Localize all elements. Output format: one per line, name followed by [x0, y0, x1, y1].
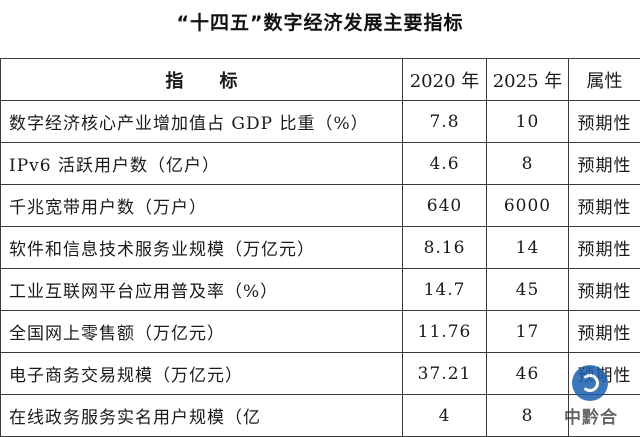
table-row: 电子商务交易规模（万亿元） 37.21 46 预期性: [1, 353, 640, 395]
value-2020: 8.16: [403, 227, 487, 269]
indicator-name: 千兆宽带用户数（万户）: [1, 185, 403, 227]
attribute: 预期性: [569, 311, 640, 353]
value-2020: 7.8: [403, 101, 487, 143]
attribute: 预期性: [569, 227, 640, 269]
header-2020: 2020 年: [403, 59, 487, 101]
brand-logo-icon: [572, 365, 608, 401]
value-2020: 640: [403, 185, 487, 227]
table-row: 工业互联网平台应用普及率（%） 14.7 45 预期性: [1, 269, 640, 311]
table-row: 数字经济核心产业增加值占 GDP 比重（%） 7.8 10 预期性: [1, 101, 640, 143]
table-header-row: 指 标 2020 年 2025 年 属性: [1, 59, 640, 101]
value-2025: 14: [487, 227, 569, 269]
value-2025: 6000: [487, 185, 569, 227]
value-2020: 37.21: [403, 353, 487, 395]
header-2025: 2025 年: [487, 59, 569, 101]
indicator-name: 在线政务服务实名用户规模（亿: [1, 395, 403, 437]
header-indicator: 指 标: [1, 59, 403, 101]
indicator-name: 软件和信息技术服务业规模（万亿元）: [1, 227, 403, 269]
attribute: 预期性: [569, 269, 640, 311]
table-row: 软件和信息技术服务业规模（万亿元） 8.16 14 预期性: [1, 227, 640, 269]
value-2020: 14.7: [403, 269, 487, 311]
value-2025: 10: [487, 101, 569, 143]
value-2025: 45: [487, 269, 569, 311]
page-title: “十四五”数字经济发展主要指标: [0, 8, 640, 35]
watermark: 中黔合: [556, 365, 630, 427]
indicator-name: 全国网上零售额（万亿元）: [1, 311, 403, 353]
indicator-name: 数字经济核心产业增加值占 GDP 比重（%）: [1, 101, 403, 143]
table-row: 千兆宽带用户数（万户） 640 6000 预期性: [1, 185, 640, 227]
value-2020: 4.6: [403, 143, 487, 185]
attribute: 预期性: [569, 185, 640, 227]
watermark-text: 中黔合: [546, 403, 636, 428]
indicator-name: 电子商务交易规模（万亿元）: [1, 353, 403, 395]
header-attribute: 属性: [569, 59, 640, 101]
indicator-name: IPv6 活跃用户数（亿户）: [1, 143, 403, 185]
value-2020: 11.76: [403, 311, 487, 353]
table-row: IPv6 活跃用户数（亿户） 4.6 8 预期性: [1, 143, 640, 185]
table-row: 全国网上零售额（万亿元） 11.76 17 预期性: [1, 311, 640, 353]
indicator-table: 指 标 2020 年 2025 年 属性 数字经济核心产业增加值占 GDP 比重…: [0, 58, 640, 437]
indicator-name: 工业互联网平台应用普及率（%）: [1, 269, 403, 311]
value-2025: 17: [487, 311, 569, 353]
value-2020: 4: [403, 395, 487, 437]
attribute: 预期性: [569, 143, 640, 185]
value-2025: 8: [487, 143, 569, 185]
attribute: 预期性: [569, 101, 640, 143]
table-row: 在线政务服务实名用户规模（亿 4 8: [1, 395, 640, 437]
